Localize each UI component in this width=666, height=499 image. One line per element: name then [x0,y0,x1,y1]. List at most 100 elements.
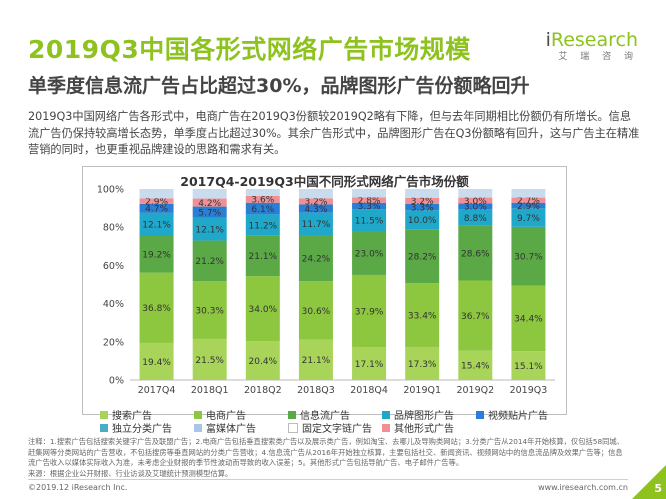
y-tick-label: 0% [109,376,124,387]
y-tick-label: 20% [103,337,124,348]
bar-segment-minor [192,189,227,199]
legend-item: 信息流广告 [288,408,382,422]
data-label: 6.1% [251,205,274,215]
data-label: 2.7% [517,196,540,206]
logo-i: i [545,29,551,51]
legend-item: 富媒体广告 [194,421,288,435]
bar-segment [405,197,440,204]
bar-segment [245,195,280,203]
bar-segment [298,198,333,205]
bar-segment [405,283,440,347]
bar-segment [352,231,387,275]
footnotes: 注释：1.搜索广告包括搜索关键字广告及联盟广告；2.电商广告包括垂直搜索类广告以… [28,437,628,479]
legend-swatch [288,422,298,433]
legend-label: 品牌图形广告 [394,411,454,422]
bar-segment [458,197,493,204]
data-label: 28.2% [408,253,437,263]
data-label: 12.1% [142,221,171,231]
data-label: 30.3% [195,306,224,316]
bar-segment [298,235,333,282]
data-label: 9.7% [517,214,540,224]
bar-segment [405,229,440,284]
chart-title: 2017Q4-2019Q3中国不同形式网络广告市场份额 [180,174,469,189]
data-label: 33.4% [408,311,437,321]
data-label: 15.1% [514,362,543,372]
bar-segment [405,210,440,230]
website: www.iresearch.com.cn [538,483,628,492]
bar-segment [511,197,546,203]
legend-label: 独立分类广告 [112,424,172,435]
data-label: 3.2% [305,198,328,208]
bar-segment [192,217,227,241]
data-label: 21.2% [195,257,224,267]
bar-segment [298,212,333,236]
data-label: 4.3% [305,205,328,215]
data-label: 3.0% [464,197,487,207]
bar-segment [352,347,387,380]
data-label: 37.9% [355,307,384,317]
bar-segment [245,276,280,342]
legend-item: 视频贴片广告 [476,408,570,422]
bar-segment [511,285,546,352]
data-label: 19.2% [142,251,171,261]
y-tick-label: 60% [103,261,124,272]
legend-item: 固定文字链广告 [288,421,382,435]
page-subtitle: 单季度信息流广告占比超过30%，品牌图形广告份额略回升 [28,75,530,97]
x-tick-label: 2019Q3 [510,385,548,396]
data-label: 2.9% [145,197,168,207]
bar-segment [511,208,546,227]
data-label: 11.5% [355,216,384,226]
legend-swatch [382,410,390,419]
bar-segment [352,197,387,203]
data-label: 4.2% [198,199,221,209]
legend-swatch [476,410,484,419]
data-label: 20.4% [249,357,278,367]
bar-segment [298,204,333,213]
x-tick-label: 2019Q1 [403,385,441,396]
bar-segment-minor [458,189,493,198]
data-label: 12.1% [195,225,224,235]
bar-segment [405,346,440,380]
bar-segment [245,341,280,380]
data-label: 19.4% [142,358,171,368]
legend-label: 视频贴片广告 [488,411,548,422]
data-label: 11.7% [302,220,331,230]
bar-segment [139,198,174,204]
data-label: 3.6% [251,196,274,206]
data-label: 36.8% [142,304,171,314]
y-tick-label: 40% [103,299,124,310]
legend-label: 其他形式广告 [394,424,454,435]
bar-segment-minor [139,189,174,199]
bar-segment [298,281,333,340]
legend-label: 搜索广告 [112,411,152,422]
data-label: 30.6% [302,307,331,317]
chart-legend: 搜索广告 电商广告 信息流广告 品牌图形广告 视频贴片广告 独立分类广告 富媒体广告 固定文字… [100,408,570,435]
bar-segment-minor [298,189,333,199]
notes-text: 注释：1.搜索广告包括搜索关键字广告及联盟广告；2.电商广告包括垂直搜索类广告以… [28,437,625,467]
data-label: 3.3% [358,202,381,212]
bar-segment [139,203,174,213]
bar-segment [139,272,174,343]
logo-research: Research [550,29,638,51]
bar-segment-minor [245,189,280,196]
page-title: 2019Q3中国各形式网络广告市场规模 [28,35,471,64]
legend-item: 独立分类广告 [100,421,194,435]
data-label: 11.2% [249,221,278,231]
data-label: 23.0% [355,249,384,259]
data-label: 30.7% [514,252,543,262]
data-label: 15.4% [461,362,490,372]
data-label: 2.9% [517,202,540,212]
legend-swatch [194,423,202,432]
legend-swatch [194,410,202,419]
bar-segment [245,235,280,277]
bar-segment [405,203,440,211]
bar-segment [192,338,227,380]
bar-segment-minor [352,189,387,198]
legend-swatch [100,410,108,419]
data-label: 10.0% [408,216,437,226]
bar-segment [245,214,280,236]
bar-segment [458,350,493,380]
x-tick-label: 2018Q4 [350,385,388,396]
legend-swatch [288,410,296,419]
legend-item: 搜索广告 [100,408,194,422]
